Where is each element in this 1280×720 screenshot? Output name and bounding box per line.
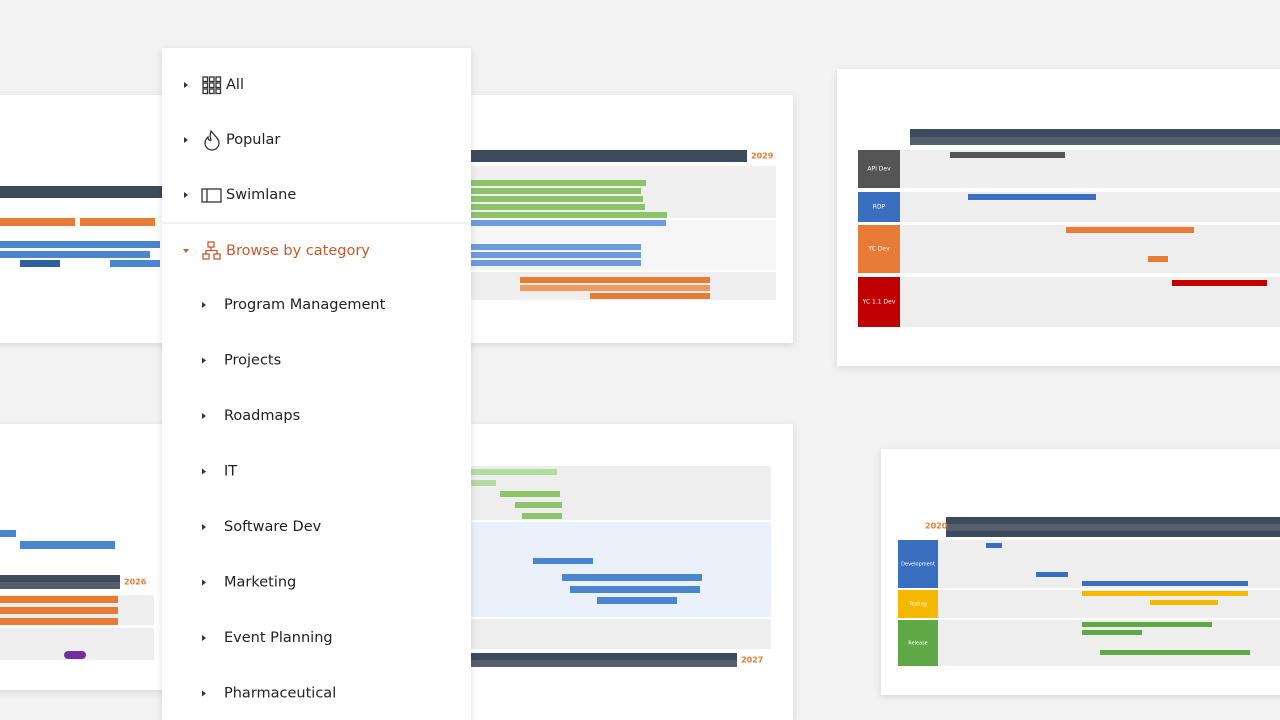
category-item[interactable]: Software Dev xyxy=(202,519,322,535)
expand-arrow xyxy=(202,357,206,364)
menu-label: All xyxy=(226,77,244,93)
expand-arrow xyxy=(184,82,188,88)
menu-item[interactable]: Browse by category xyxy=(183,243,370,259)
menu-item[interactable]: Popular xyxy=(184,132,280,148)
lane-label: Development xyxy=(901,562,935,568)
category-label: Projects xyxy=(224,353,281,369)
category-item[interactable]: IT xyxy=(202,464,237,480)
category-menu: All Popular Swimlane Browse by category Prog… xyxy=(162,48,471,720)
category-item[interactable]: Program Management xyxy=(202,297,386,313)
thumb-bottom-right[interactable]: 2020 Development Testing Release xyxy=(881,449,1280,695)
expand-arrow xyxy=(202,413,206,419)
category-label: IT xyxy=(224,464,237,480)
expand-arrow xyxy=(184,137,188,143)
thumb-bottom-middle[interactable]: 2027 xyxy=(440,424,793,720)
year-label: 2026 xyxy=(124,578,147,587)
menu-label: Swimlane xyxy=(226,187,296,203)
lane-label: Release xyxy=(908,641,928,647)
category-item[interactable]: Pharmaceutical xyxy=(202,686,336,702)
thumb-bottom-left[interactable]: 2026 xyxy=(0,424,170,690)
menu-label: Popular xyxy=(226,132,280,148)
year-label: 2020 xyxy=(925,522,948,531)
menu-item[interactable]: Swimlane xyxy=(184,187,296,203)
category-item[interactable]: Event Planning xyxy=(202,630,333,646)
expand-arrow xyxy=(184,192,188,198)
category-label: Roadmaps xyxy=(224,408,300,424)
category-label: Pharmaceutical xyxy=(224,686,336,702)
thumb-top-left[interactable] xyxy=(0,95,170,343)
expand-arrow xyxy=(202,302,206,308)
category-item[interactable]: Roadmaps xyxy=(202,408,300,424)
category-label: Program Management xyxy=(224,297,386,313)
expand-arrow xyxy=(202,524,206,530)
expand-arrow xyxy=(202,468,206,475)
category-label: Marketing xyxy=(224,575,296,591)
lane-label: YC Dev xyxy=(867,246,890,253)
category-item[interactable]: Projects xyxy=(202,353,281,369)
expand-arrow xyxy=(202,635,206,641)
expand-arrow xyxy=(183,249,189,253)
thumb-top-right[interactable]: API Dev RDP YC Dev YC 1.1 Dev xyxy=(837,69,1280,366)
lane-label: RDP xyxy=(873,204,886,211)
year-label: 2029 xyxy=(751,152,774,161)
lane-label: YC 1.1 Dev xyxy=(862,299,896,306)
expand-arrow xyxy=(202,690,206,697)
thumb-top-middle[interactable]: 2029 xyxy=(440,95,793,343)
menu-label: Browse by category xyxy=(226,243,370,259)
menu-icons xyxy=(201,76,222,203)
expand-arrow xyxy=(202,579,206,586)
category-label: Software Dev xyxy=(224,519,322,535)
menu-item[interactable]: All xyxy=(184,77,244,93)
lane-label: Testing xyxy=(908,602,927,608)
year-label: 2027 xyxy=(741,656,763,665)
category-label: Event Planning xyxy=(224,630,333,646)
category-item[interactable]: Marketing xyxy=(202,575,296,591)
lane-label: API Dev xyxy=(867,166,891,173)
